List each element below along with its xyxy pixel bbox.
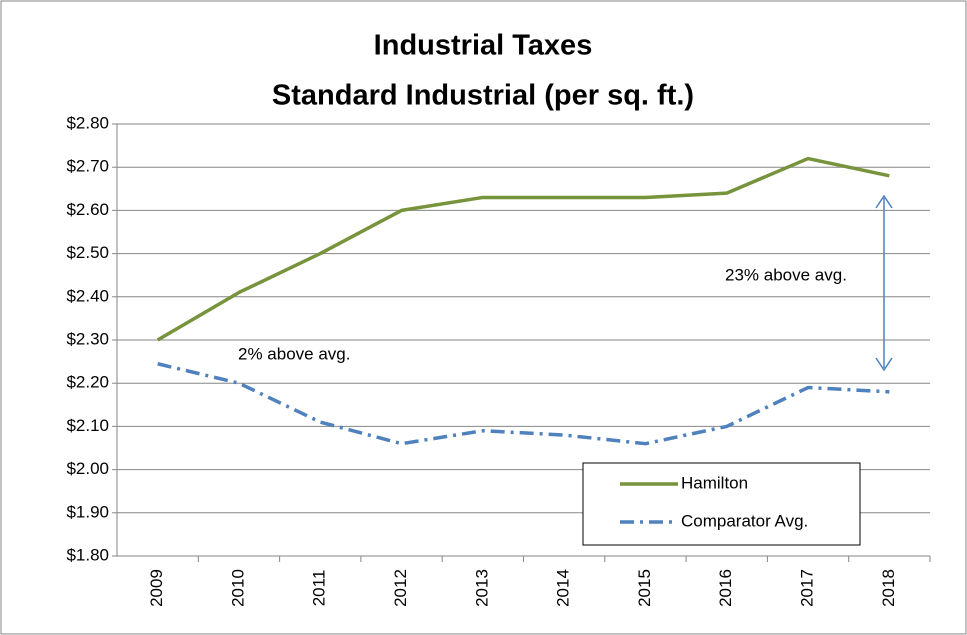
x-tick-label: 2011 xyxy=(310,570,329,607)
x-tick-label: 2012 xyxy=(391,569,410,607)
y-tick-label: $2.00 xyxy=(66,459,109,478)
y-tick-label: $2.70 xyxy=(66,157,109,176)
y-tick-label: $1.90 xyxy=(66,502,109,521)
x-tick-label: 2018 xyxy=(879,569,898,607)
x-tick-label: 2010 xyxy=(228,569,247,607)
y-tick-label: $2.40 xyxy=(66,286,109,305)
y-tick-label: $2.50 xyxy=(66,243,109,262)
x-tick-label: 2013 xyxy=(472,569,491,607)
x-tick-label: 2014 xyxy=(554,569,573,607)
y-tick-label: $2.30 xyxy=(66,329,109,348)
annotation: 2% above avg. xyxy=(238,344,350,363)
chart-title: Industrial Taxes xyxy=(374,30,593,62)
legend-label: Hamilton xyxy=(681,473,748,492)
y-tick-label: $2.10 xyxy=(66,416,109,435)
series-line xyxy=(156,156,890,342)
annotation: 23% above avg. xyxy=(725,265,847,284)
y-tick-label: $1.80 xyxy=(66,545,109,564)
x-tick-label: 2015 xyxy=(635,569,654,607)
x-tick-label: 2009 xyxy=(147,569,166,607)
y-tick-label: $2.60 xyxy=(66,200,109,219)
chart-subtitle: Standard Industrial (per sq. ft.) xyxy=(272,80,694,112)
series-line xyxy=(157,362,890,446)
x-tick-label: 2016 xyxy=(716,569,735,607)
legend-box xyxy=(582,462,861,546)
legend-label: Comparator Avg. xyxy=(681,511,808,530)
y-tick-label: $2.80 xyxy=(66,113,109,132)
y-tick-label: $2.20 xyxy=(66,373,109,392)
x-tick-label: 2017 xyxy=(798,569,817,607)
